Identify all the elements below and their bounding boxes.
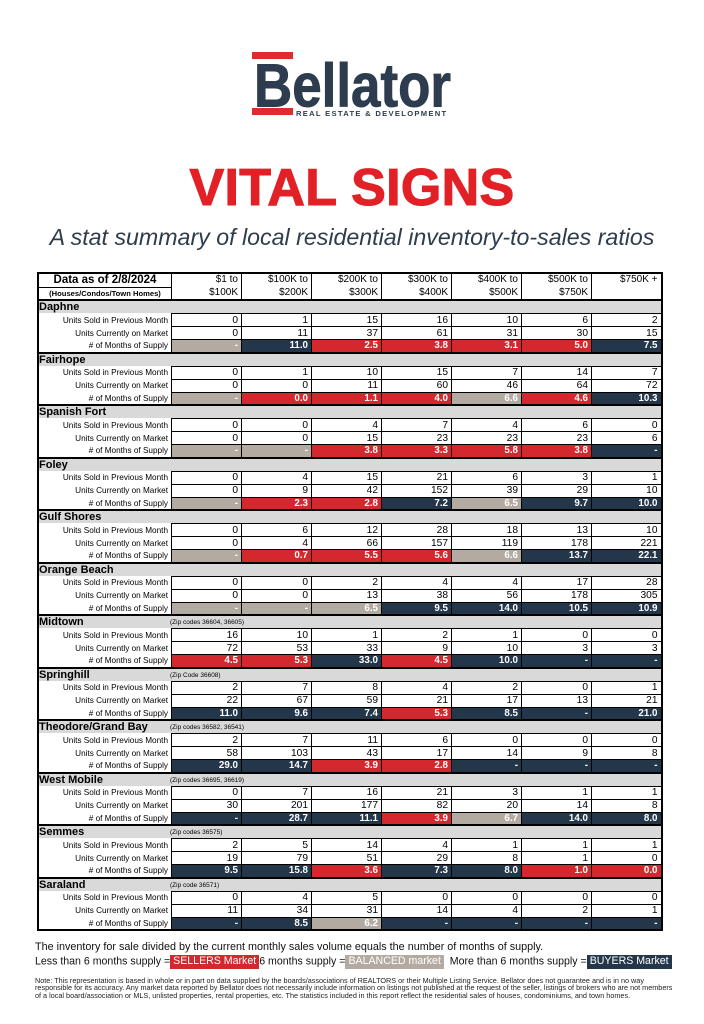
svg-text:Bellator: Bellator [254, 55, 451, 115]
